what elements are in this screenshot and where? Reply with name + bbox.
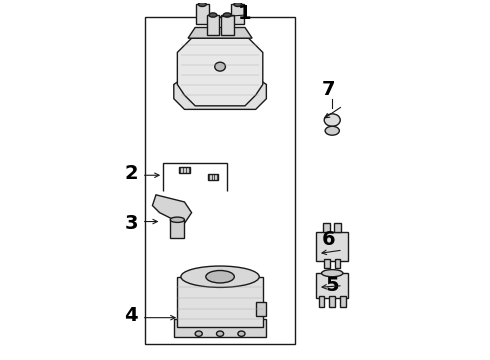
Ellipse shape xyxy=(209,13,217,17)
Bar xyxy=(207,15,220,35)
Bar xyxy=(318,296,324,307)
Ellipse shape xyxy=(325,126,340,135)
Text: 6: 6 xyxy=(322,230,336,249)
Bar xyxy=(231,4,245,24)
Bar xyxy=(174,319,267,337)
Bar xyxy=(256,302,267,316)
Bar xyxy=(340,296,346,307)
Bar xyxy=(177,277,263,327)
Bar xyxy=(329,296,335,307)
Text: 2: 2 xyxy=(124,164,138,183)
Ellipse shape xyxy=(324,114,340,126)
Bar xyxy=(196,4,209,24)
Ellipse shape xyxy=(195,331,202,336)
Ellipse shape xyxy=(198,2,206,6)
Bar xyxy=(179,167,190,173)
Polygon shape xyxy=(188,27,252,38)
Text: 5: 5 xyxy=(325,276,339,295)
Bar xyxy=(146,17,295,345)
Bar xyxy=(316,232,348,261)
Bar xyxy=(334,223,341,232)
Polygon shape xyxy=(177,38,263,106)
Text: 4: 4 xyxy=(124,306,138,325)
Text: 1: 1 xyxy=(238,4,252,23)
Bar xyxy=(221,15,234,35)
Bar xyxy=(316,273,348,298)
Ellipse shape xyxy=(223,13,231,17)
Polygon shape xyxy=(174,77,267,109)
Ellipse shape xyxy=(217,331,223,336)
Ellipse shape xyxy=(234,2,242,6)
Bar xyxy=(323,223,330,232)
Ellipse shape xyxy=(215,62,225,71)
Ellipse shape xyxy=(238,331,245,336)
Text: 7: 7 xyxy=(322,80,336,99)
Bar xyxy=(208,174,219,180)
Bar xyxy=(335,259,341,268)
Text: 3: 3 xyxy=(124,214,138,233)
Ellipse shape xyxy=(181,266,259,287)
Bar xyxy=(324,259,330,268)
Polygon shape xyxy=(152,195,192,223)
Bar xyxy=(170,220,184,238)
Ellipse shape xyxy=(170,217,184,222)
Ellipse shape xyxy=(321,270,343,277)
Ellipse shape xyxy=(206,270,234,283)
